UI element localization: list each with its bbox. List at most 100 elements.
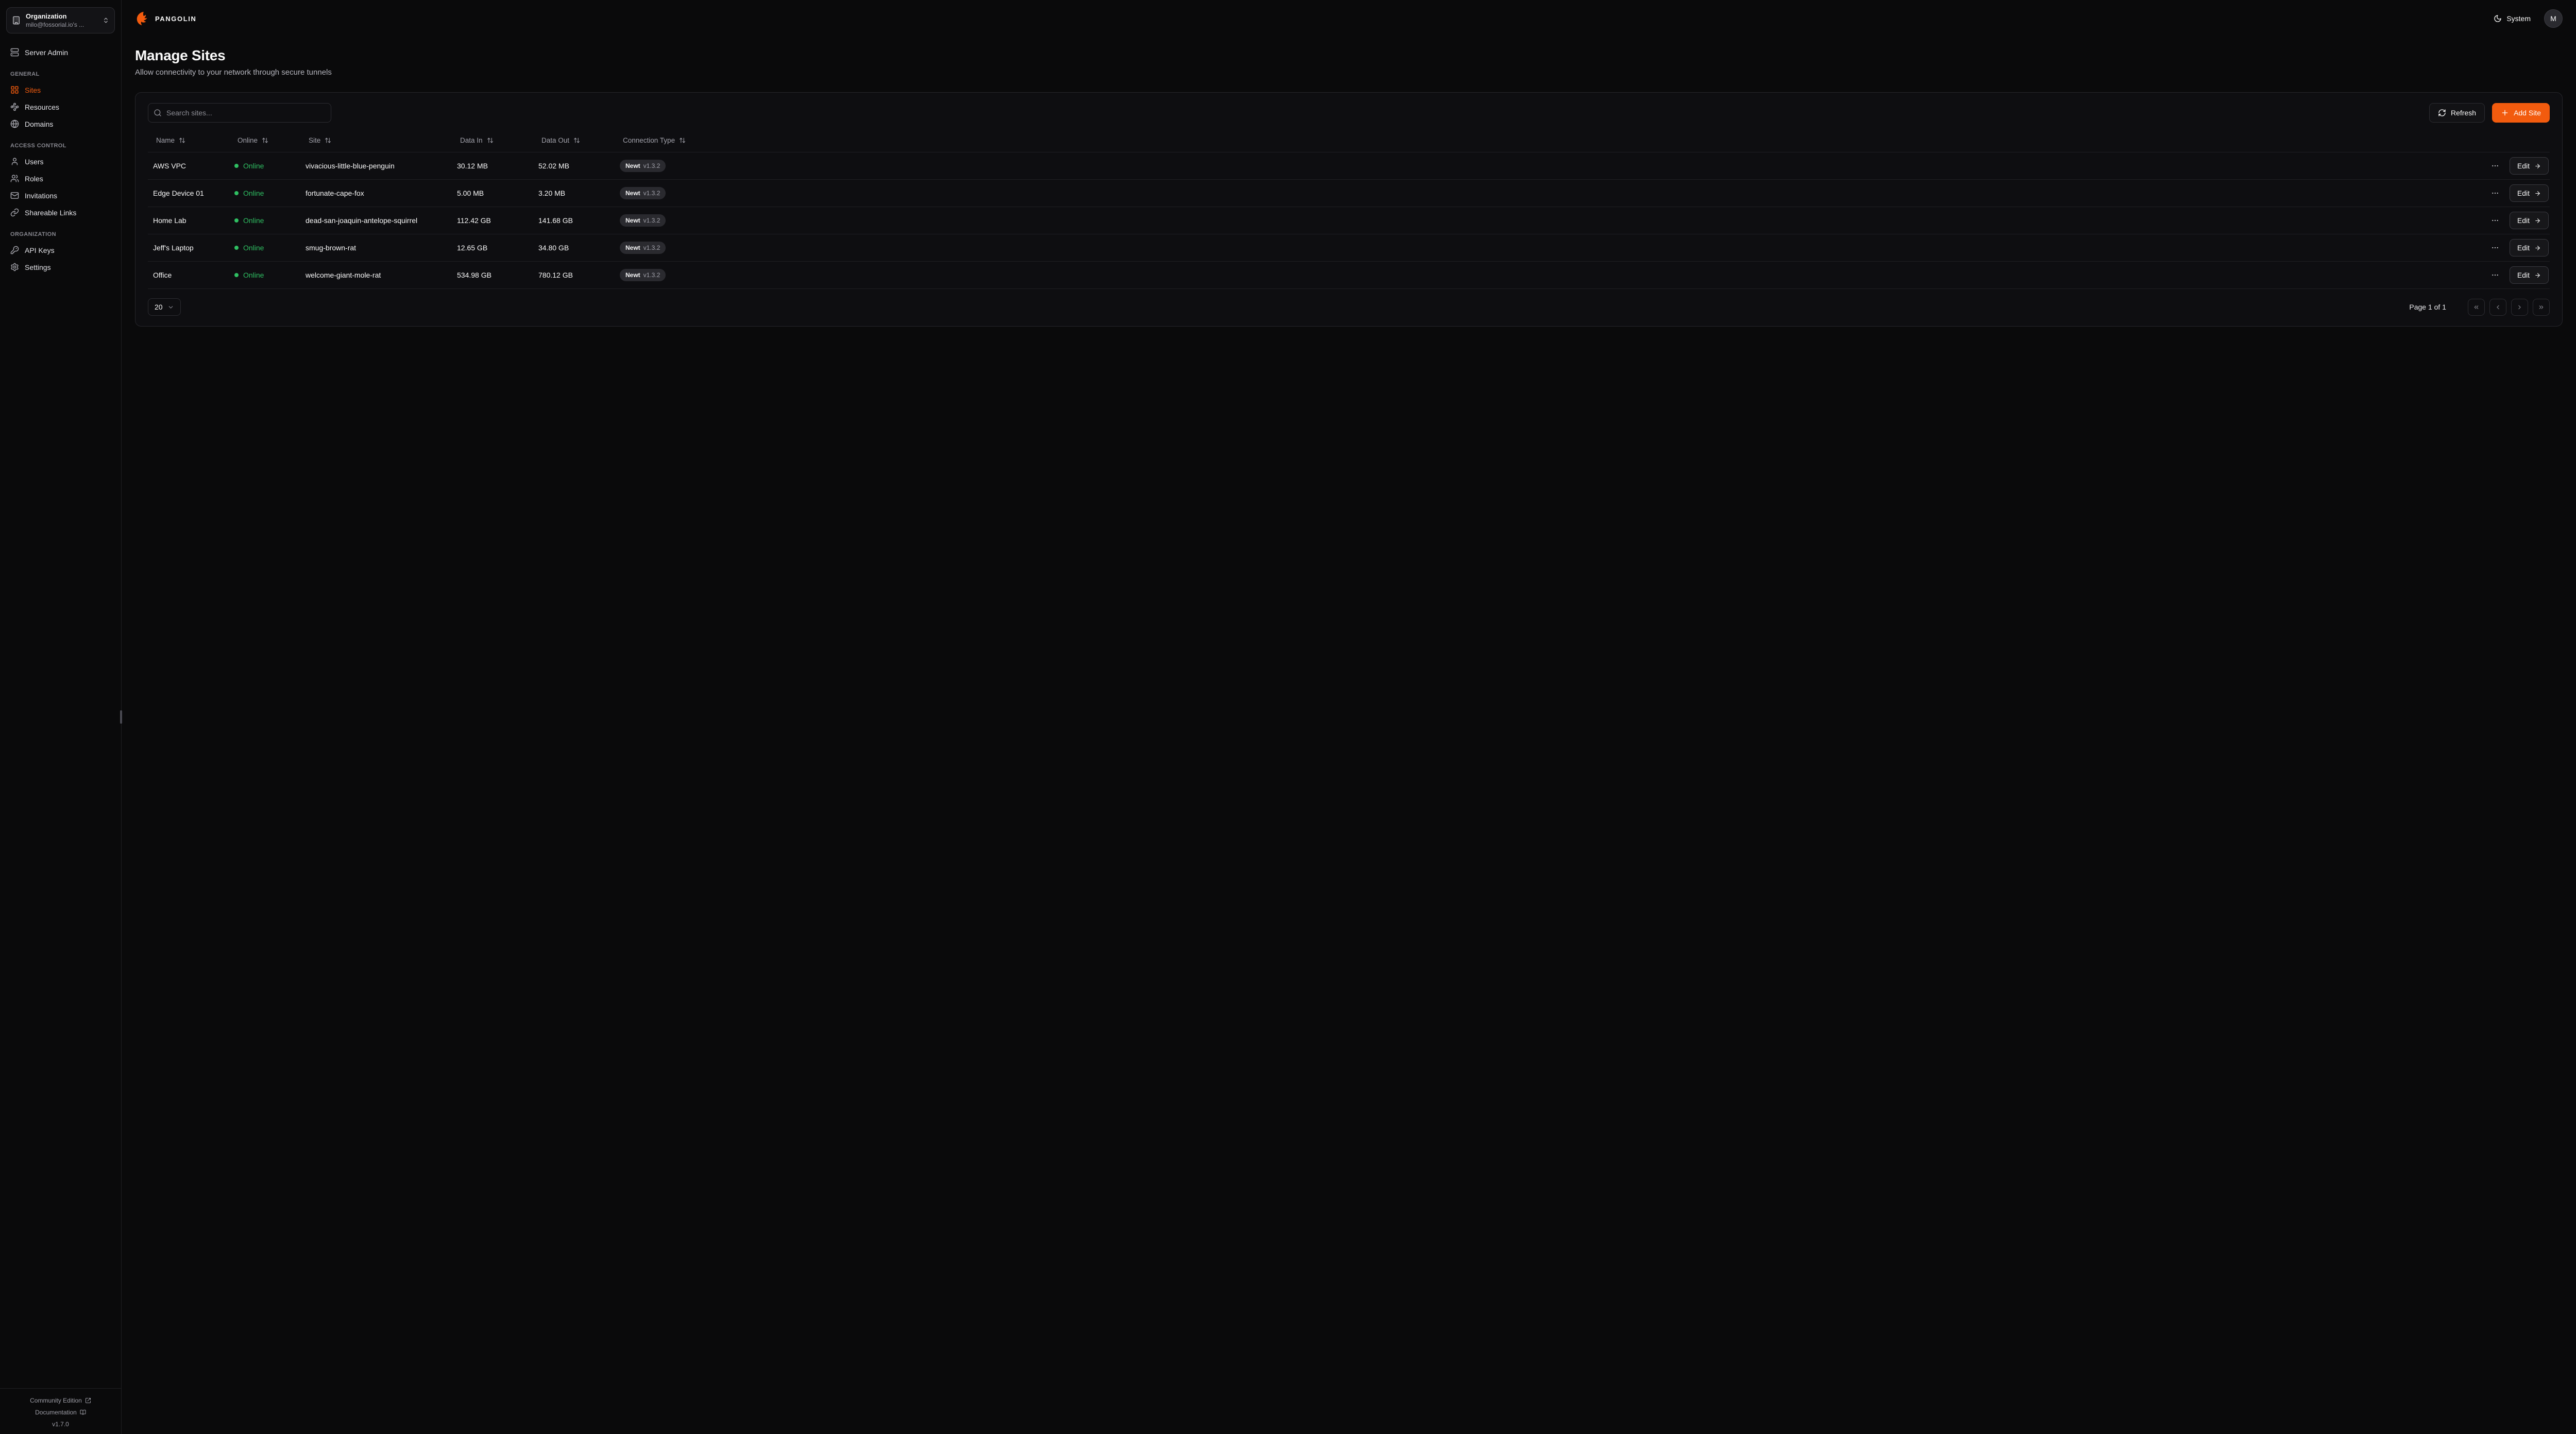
connection-type-badge: Newt v1.3.2	[620, 160, 666, 172]
connection-name: Newt	[625, 190, 640, 197]
row-menu-button[interactable]	[2488, 214, 2502, 227]
connection-version: v1.3.2	[643, 162, 660, 169]
row-menu-button[interactable]	[2488, 187, 2502, 199]
first-page-button[interactable]	[2468, 298, 2485, 316]
sidebar-resize-handle[interactable]	[120, 710, 122, 724]
sidebar-item-shareable-links[interactable]: Shareable Links	[6, 204, 115, 221]
column-header-name[interactable]: Name	[148, 129, 229, 152]
community-edition-link[interactable]: Community Edition	[30, 1397, 91, 1404]
site-slug: vivacious-little-blue-penguin	[306, 162, 395, 170]
site-name: Office	[153, 271, 172, 279]
connection-name: Newt	[625, 271, 640, 279]
section-access-control: ACCESS CONTROL	[10, 143, 66, 149]
key-icon	[10, 246, 19, 254]
online-dot-icon	[234, 273, 239, 277]
edit-button[interactable]: Edit	[2509, 212, 2549, 229]
online-label: Online	[243, 244, 264, 252]
table-row: Jeff's Laptop Online smug-brown-rat 12.6…	[148, 234, 2550, 262]
connection-type-badge: Newt v1.3.2	[620, 242, 666, 254]
avatar[interactable]: M	[2544, 9, 2563, 28]
site-slug: fortunate-cape-fox	[306, 189, 364, 197]
chevrons-right-icon	[2539, 305, 2544, 309]
book-icon	[80, 1410, 86, 1415]
column-header-connection-type[interactable]: Connection Type	[615, 129, 2550, 152]
sidebar-item-server-admin[interactable]: Server Admin	[6, 44, 115, 61]
edit-button[interactable]: Edit	[2509, 239, 2549, 257]
row-actions: Edit	[2483, 212, 2550, 229]
page-size-select[interactable]: 20	[148, 298, 181, 316]
data-out-value: 34.80 GB	[538, 244, 569, 252]
sidebar-item-label: API Keys	[25, 246, 55, 254]
sites-panel: Refresh Add Site Name Online	[135, 92, 2563, 327]
sidebar-item-api-keys[interactable]: API Keys	[6, 242, 115, 259]
connection-type-cell: Newt v1.3.2	[615, 242, 2483, 254]
sites-table: Name Online Site Data In	[148, 129, 2550, 289]
edit-button[interactable]: Edit	[2509, 157, 2549, 175]
table-row: Office Online welcome-giant-mole-rat 534…	[148, 262, 2550, 289]
page-indicator: Page 1 of 1	[2409, 303, 2446, 311]
data-out-value: 3.20 MB	[538, 189, 566, 197]
site-name: Edge Device 01	[153, 189, 204, 197]
table-footer: 20 Page 1 of 1	[148, 298, 2550, 316]
top-bar: PANGOLIN System M	[135, 0, 2563, 37]
data-in-value: 30.12 MB	[457, 162, 488, 170]
add-site-button[interactable]: Add Site	[2492, 103, 2550, 123]
next-page-button[interactable]	[2511, 298, 2528, 316]
table-header-row: Name Online Site Data In	[148, 129, 2550, 152]
last-page-button[interactable]	[2533, 298, 2550, 316]
online-label: Online	[243, 189, 264, 197]
sidebar-item-invitations[interactable]: Invitations	[6, 187, 115, 204]
sidebar-item-label: Sites	[25, 86, 41, 94]
search-input[interactable]	[148, 103, 331, 123]
edit-label: Edit	[2517, 271, 2530, 279]
column-header-data-in[interactable]: Data In	[452, 129, 533, 152]
site-name: Home Lab	[153, 216, 187, 225]
row-menu-button[interactable]	[2488, 269, 2502, 281]
column-header-online[interactable]: Online	[229, 129, 300, 152]
chevrons-up-down-icon	[104, 18, 108, 23]
data-out-value: 780.12 GB	[538, 271, 573, 279]
page-subtitle: Allow connectivity to your network throu…	[135, 68, 332, 77]
brand: PANGOLIN	[135, 11, 196, 26]
previous-page-button[interactable]	[2489, 298, 2506, 316]
org-switcher[interactable]: Organization milo@fossorial.io's ...	[6, 7, 115, 33]
theme-toggle[interactable]: System	[2490, 14, 2534, 23]
sort-icon	[574, 138, 580, 143]
site-slug: smug-brown-rat	[306, 244, 357, 252]
sidebar-item-sites[interactable]: Sites	[6, 81, 115, 98]
sidebar-item-label: Settings	[25, 263, 51, 271]
site-status: Online	[229, 244, 300, 252]
documentation-label: Documentation	[35, 1409, 77, 1416]
data-out-value: 52.02 MB	[538, 162, 569, 170]
column-header-site[interactable]: Site	[300, 129, 452, 152]
row-menu-button[interactable]	[2488, 160, 2502, 172]
connection-type-cell: Newt v1.3.2	[615, 214, 2483, 227]
sidebar-item-settings[interactable]: Settings	[6, 259, 115, 276]
sidebar-item-roles[interactable]: Roles	[6, 170, 115, 187]
edit-button[interactable]: Edit	[2509, 266, 2549, 284]
arrow-right-icon	[2535, 163, 2540, 168]
site-name: Jeff's Laptop	[153, 244, 194, 252]
connection-type-badge: Newt v1.3.2	[620, 214, 666, 227]
sidebar-item-domains[interactable]: Domains	[6, 115, 115, 132]
org-subtitle: milo@fossorial.io's ...	[26, 21, 84, 28]
connection-name: Newt	[625, 217, 640, 224]
row-menu-button[interactable]	[2488, 242, 2502, 254]
sidebar: Organization milo@fossorial.io's ... Ser…	[0, 0, 122, 1434]
documentation-link[interactable]: Documentation	[35, 1409, 86, 1416]
edit-button[interactable]: Edit	[2509, 184, 2549, 202]
pangolin-logo-icon	[137, 11, 147, 26]
sort-icon	[487, 138, 493, 143]
external-link-icon	[85, 1398, 91, 1403]
column-header-data-out[interactable]: Data Out	[533, 129, 615, 152]
refresh-button[interactable]: Refresh	[2429, 103, 2485, 123]
server-icon	[10, 48, 19, 57]
section-general: GENERAL	[10, 71, 40, 77]
sidebar-item-label: Users	[25, 157, 44, 166]
section-organization: ORGANIZATION	[10, 231, 56, 237]
ellipsis-icon	[2492, 165, 2498, 167]
sidebar-item-users[interactable]: Users	[6, 153, 115, 170]
site-status: Online	[229, 216, 300, 225]
sidebar-item-resources[interactable]: Resources	[6, 98, 115, 115]
